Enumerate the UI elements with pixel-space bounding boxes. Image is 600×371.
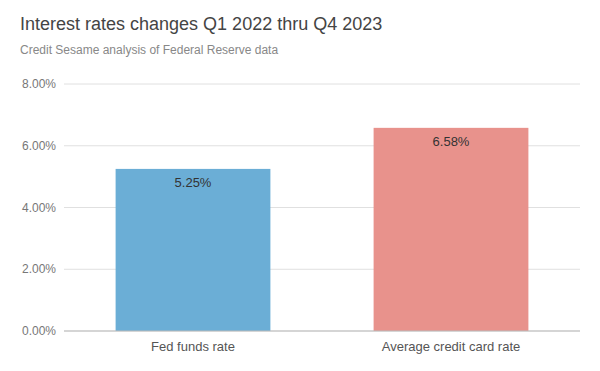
bar xyxy=(374,128,529,331)
y-tick-label: 0.00% xyxy=(22,324,56,338)
y-tick-label: 6.00% xyxy=(22,139,56,153)
y-tick-label: 8.00% xyxy=(22,77,56,91)
subtitle: Credit Sesame analysis of Federal Reserv… xyxy=(20,43,278,57)
bars xyxy=(116,128,529,331)
x-tick-label: Average credit card rate xyxy=(382,339,521,354)
data-label: 5.25% xyxy=(175,175,212,190)
chart: Interest rates changes Q1 2022 thru Q4 2… xyxy=(0,0,600,371)
grid-line xyxy=(64,84,580,85)
bar xyxy=(116,169,271,331)
y-tick-label: 4.00% xyxy=(22,201,56,215)
x-axis-line xyxy=(64,331,580,332)
grid-line xyxy=(64,331,580,332)
data-label: 6.58% xyxy=(433,134,470,149)
y-tick-label: 2.00% xyxy=(22,262,56,276)
x-tick-label: Fed funds rate xyxy=(151,339,235,354)
title: Interest rates changes Q1 2022 thru Q4 2… xyxy=(20,14,382,34)
